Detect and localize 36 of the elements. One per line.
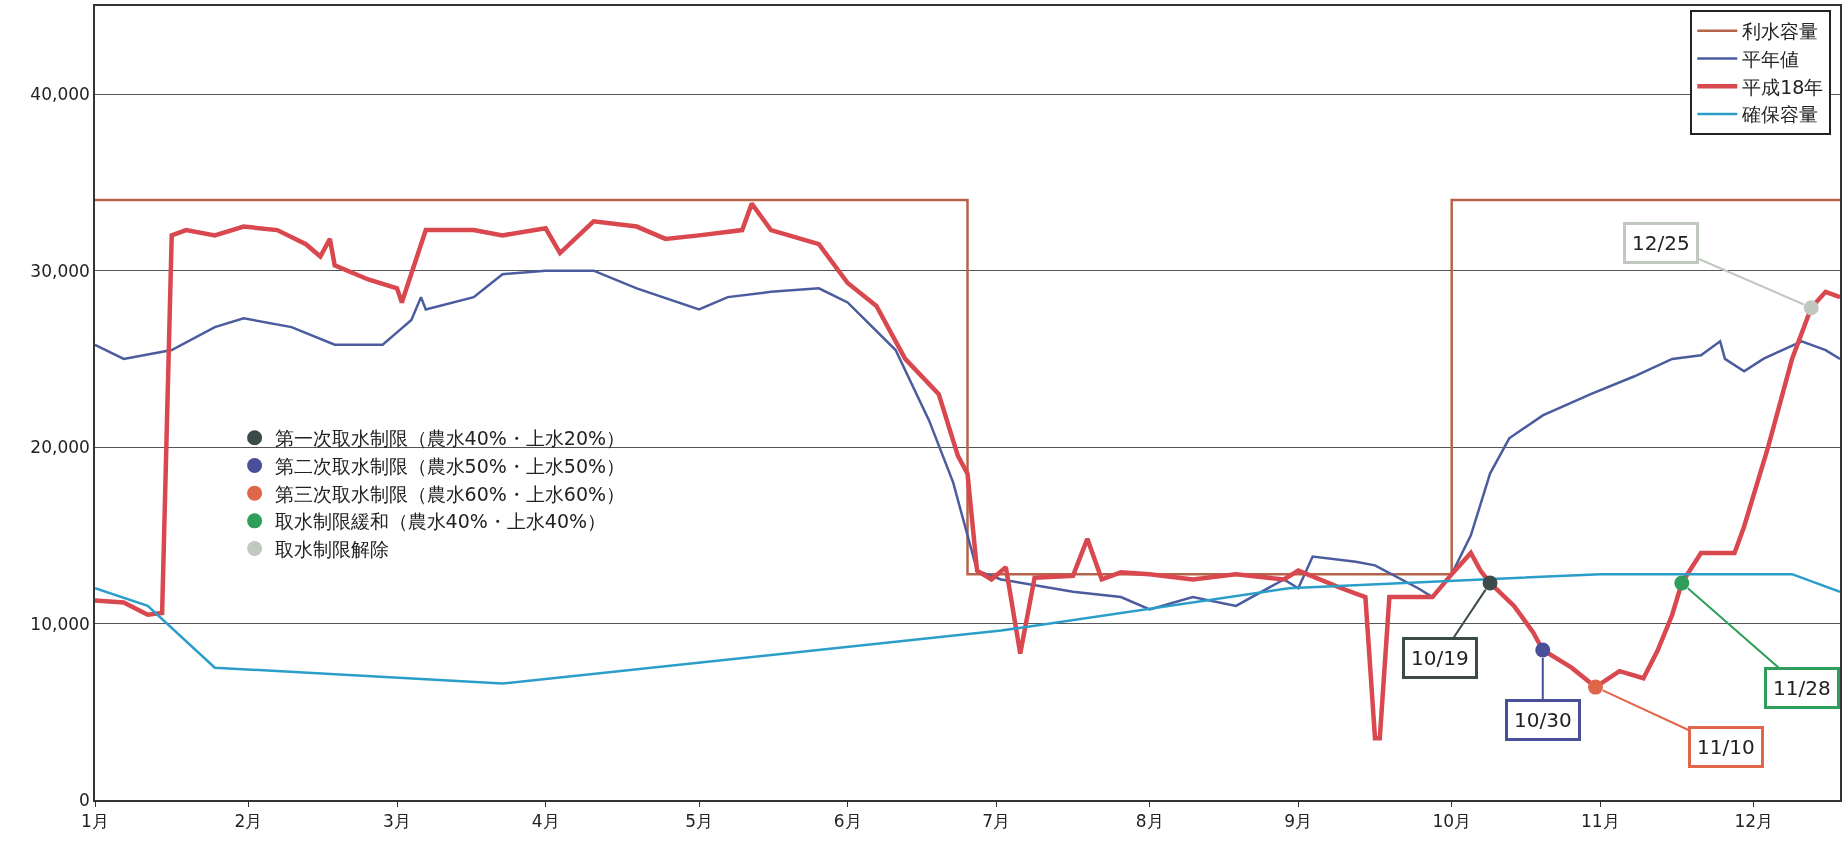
x-tick-label: 2月	[234, 811, 263, 832]
x-tick-label: 7月	[982, 811, 1011, 832]
x-tick-label: 12月	[1734, 811, 1774, 832]
legend-label: 取水制限緩和（農水40%・上水40%）	[274, 510, 607, 533]
annotation: 10/19	[1411, 646, 1469, 670]
legend-label: 第三次取水制限（農水60%・上水60%）	[274, 482, 626, 505]
y-tick-label: 10,000	[30, 613, 90, 634]
x-tick-label: 9月	[1284, 811, 1313, 832]
x-tick-label: 8月	[1135, 811, 1164, 832]
legend-label: 第二次取水制限（農水50%・上水50%）	[274, 454, 626, 477]
point	[1674, 575, 1690, 591]
x-tick-label: 11月	[1580, 811, 1620, 832]
point	[1588, 679, 1604, 695]
x-tick-label: 10月	[1432, 811, 1472, 832]
x-tick-label: 4月	[531, 811, 560, 832]
annotation: 11/10	[1697, 735, 1755, 759]
annotation: 12/25	[1632, 231, 1690, 255]
legend-label: 確保容量	[1741, 103, 1819, 126]
annotation: 11/28	[1773, 676, 1831, 700]
x-tick-label: 1月	[81, 811, 109, 832]
point	[1535, 642, 1551, 658]
x-tick-label: 5月	[685, 811, 713, 832]
x-tick-label: 6月	[833, 811, 862, 832]
legend-label: 平年値	[1742, 47, 1800, 70]
y-tick-label: 20,000	[30, 437, 90, 458]
legend-label: 取水制限解除	[274, 537, 389, 560]
y-tick-label: 0	[79, 789, 90, 810]
legend-label: 第一次取水制限（農水40%・上水20%）	[274, 427, 626, 450]
legend-label: 平成18年	[1742, 75, 1824, 98]
legend-label: 利水容量	[1742, 20, 1819, 43]
x-tick-label: 3月	[383, 811, 411, 832]
y-tick-label: 40,000	[30, 84, 90, 105]
annotation: 10/30	[1514, 708, 1572, 732]
y-tick-label: 30,000	[30, 260, 90, 281]
point	[1803, 300, 1819, 316]
point	[1482, 575, 1498, 591]
